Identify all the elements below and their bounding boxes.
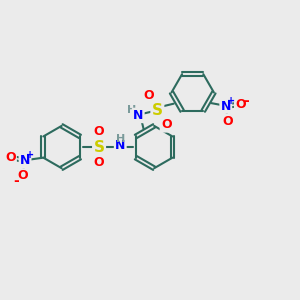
Text: O: O [222,115,233,128]
Text: O: O [161,118,172,131]
Text: O: O [5,151,16,164]
Text: +: + [26,150,34,160]
Text: O: O [94,125,104,138]
Text: H: H [116,134,125,144]
Text: O: O [143,89,154,102]
Text: N: N [133,109,143,122]
Text: +: + [227,96,235,106]
Text: S: S [152,103,163,118]
Text: N: N [220,100,231,112]
Text: H: H [127,105,136,115]
Text: -: - [13,174,19,188]
Text: N: N [20,154,30,167]
Text: O: O [17,169,28,182]
Text: -: - [244,94,249,108]
Text: O: O [94,156,104,169]
Text: N: N [115,139,125,152]
Text: S: S [94,140,105,154]
Text: O: O [235,98,246,111]
